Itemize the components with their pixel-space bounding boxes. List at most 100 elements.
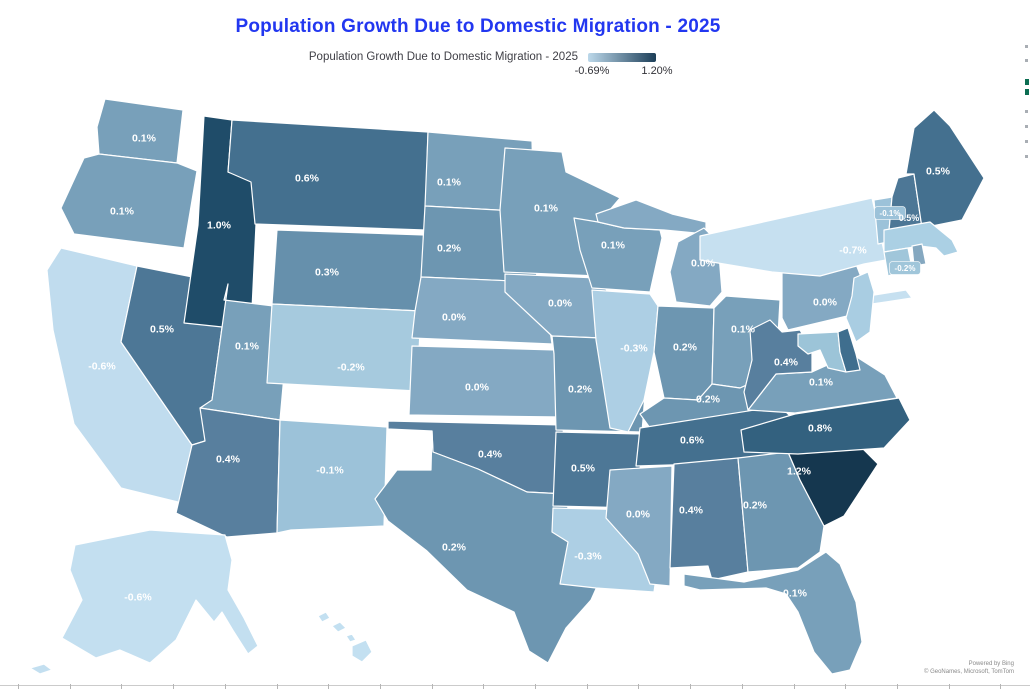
state-value-label: 0.2% [437, 243, 462, 255]
ruler-tick [948, 684, 950, 689]
state-value-label: 0.1% [783, 588, 808, 600]
clipped-green-marker [1025, 89, 1029, 95]
clipped-gray-marker [1025, 140, 1028, 143]
attribution-line-2: © GeoNames, Microsoft, TomTom [924, 669, 1014, 675]
state-hi-island-3[interactable] [345, 633, 357, 643]
legend-title: Population Growth Due to Domestic Migrat… [308, 51, 578, 63]
state-value-label: -0.2% [337, 362, 365, 374]
state-tx[interactable] [374, 430, 613, 664]
state-value-label: -0.3% [574, 551, 602, 563]
state-or[interactable] [60, 153, 198, 249]
clipped-green-marker [1025, 79, 1029, 85]
clipped-gray-marker [1025, 59, 1028, 62]
map-attribution: Powered by Bing © GeoNames, Microsoft, T… [924, 660, 1014, 676]
ruler-tick [173, 684, 175, 689]
state-nm[interactable] [276, 419, 388, 534]
state-hi-island-1[interactable] [317, 611, 331, 623]
state-value-label: 0.0% [548, 298, 573, 310]
page-title: Population Growth Due to Domestic Migrat… [235, 16, 721, 37]
state-value-label: 0.4% [478, 449, 503, 461]
ruler-tick [224, 684, 226, 689]
state-value-label: 0.0% [626, 509, 651, 521]
state-value-label: -0.6% [88, 361, 116, 373]
ruler-tick [69, 684, 71, 689]
ruler-tick [741, 684, 743, 689]
state-value-label: 0.4% [679, 505, 704, 517]
clipped-gray-marker [1025, 45, 1028, 48]
bottom-ruler [0, 684, 1030, 691]
ruler-tick [121, 684, 123, 689]
state-hi-island-2[interactable] [331, 621, 347, 633]
ruler-tick [535, 684, 536, 689]
state-value-label: -0.1% [316, 465, 344, 477]
state-value-label: 0.2% [442, 542, 467, 554]
state-nc[interactable] [740, 397, 911, 455]
state-value-label: 0.0% [691, 258, 716, 270]
state-wa[interactable] [96, 98, 184, 164]
ruler-tick [483, 684, 485, 689]
attribution-line-1: Powered by Bing [968, 661, 1014, 667]
state-mt[interactable] [227, 119, 429, 231]
state-value-label: 0.1% [534, 203, 559, 215]
state-value-label: 0.5% [571, 463, 596, 475]
ruler-tick [793, 684, 795, 689]
state-value-label: 0.4% [216, 454, 241, 466]
state-value-label: 0.5% [150, 324, 175, 336]
state-label-chip [874, 206, 906, 220]
state-ny-long-island[interactable] [867, 289, 913, 305]
state-al[interactable] [669, 457, 749, 581]
state-il[interactable] [591, 289, 659, 433]
state-value-label: -0.3% [620, 343, 648, 355]
state-value-label: 0.1% [132, 133, 157, 145]
state-co[interactable] [266, 303, 422, 392]
legend-min-value: -0.69% [574, 65, 610, 77]
state-ak-aleutians[interactable] [29, 663, 53, 675]
state-value-label: 0.3% [315, 267, 340, 279]
state-hi-island-4[interactable] [351, 639, 373, 663]
state-ms[interactable] [605, 465, 673, 587]
ruler-tick [845, 684, 847, 689]
state-de[interactable] [837, 327, 861, 373]
ruler-tick [896, 684, 898, 689]
state-value-label: 0.4% [774, 357, 799, 369]
state-value-label: 1.0% [207, 220, 232, 232]
state-wv[interactable] [743, 319, 813, 411]
state-value-labels: 0.1% 0.1% -0.6% 0.5% 1.0% 0.1% 0.4% 0.6% 0.3% -0.… [88, 133, 950, 604]
clipped-gray-marker [1025, 125, 1028, 128]
state-nj[interactable] [845, 271, 875, 343]
ruler-tick [638, 684, 640, 689]
state-value-label: 0.1% [601, 240, 626, 252]
state-value-label: 0.2% [743, 500, 768, 512]
state-value-label: -0.6% [124, 592, 152, 604]
state-value-label: 0.0% [465, 382, 490, 394]
state-value-label: 0.8% [808, 423, 833, 435]
ruler-tick [18, 684, 19, 689]
state-value-label: 0.1% [437, 177, 462, 189]
clipped-gray-marker [1025, 155, 1028, 158]
state-value-label: 0.6% [295, 173, 320, 185]
state-ri[interactable] [911, 243, 927, 267]
state-label-chip [889, 261, 921, 275]
state-value-label: 0.1% [809, 377, 834, 389]
state-value-label: 0.1% [235, 341, 260, 353]
ruler-tick [379, 684, 381, 689]
state-wy[interactable] [271, 229, 426, 312]
state-value-label: -0.1% [880, 209, 901, 218]
state-value-label: -0.7% [839, 245, 867, 257]
state-value-label: 0.2% [673, 342, 698, 354]
ruler-tick [276, 684, 278, 689]
state-value-label: 0.2% [568, 384, 593, 396]
state-ny[interactable] [699, 197, 887, 277]
state-value-label: 1.2% [787, 466, 812, 478]
state-value-label: 0.5% [926, 166, 951, 178]
state-value-label: 0.6% [680, 435, 705, 447]
state-me[interactable] [905, 109, 985, 229]
state-value-label: 0.1% [731, 324, 756, 336]
ruler-tick [690, 684, 692, 689]
state-fl[interactable] [683, 551, 863, 675]
state-ak[interactable] [61, 529, 259, 664]
ruler-tick [328, 684, 330, 689]
state-value-label: 0.5% [899, 213, 920, 223]
